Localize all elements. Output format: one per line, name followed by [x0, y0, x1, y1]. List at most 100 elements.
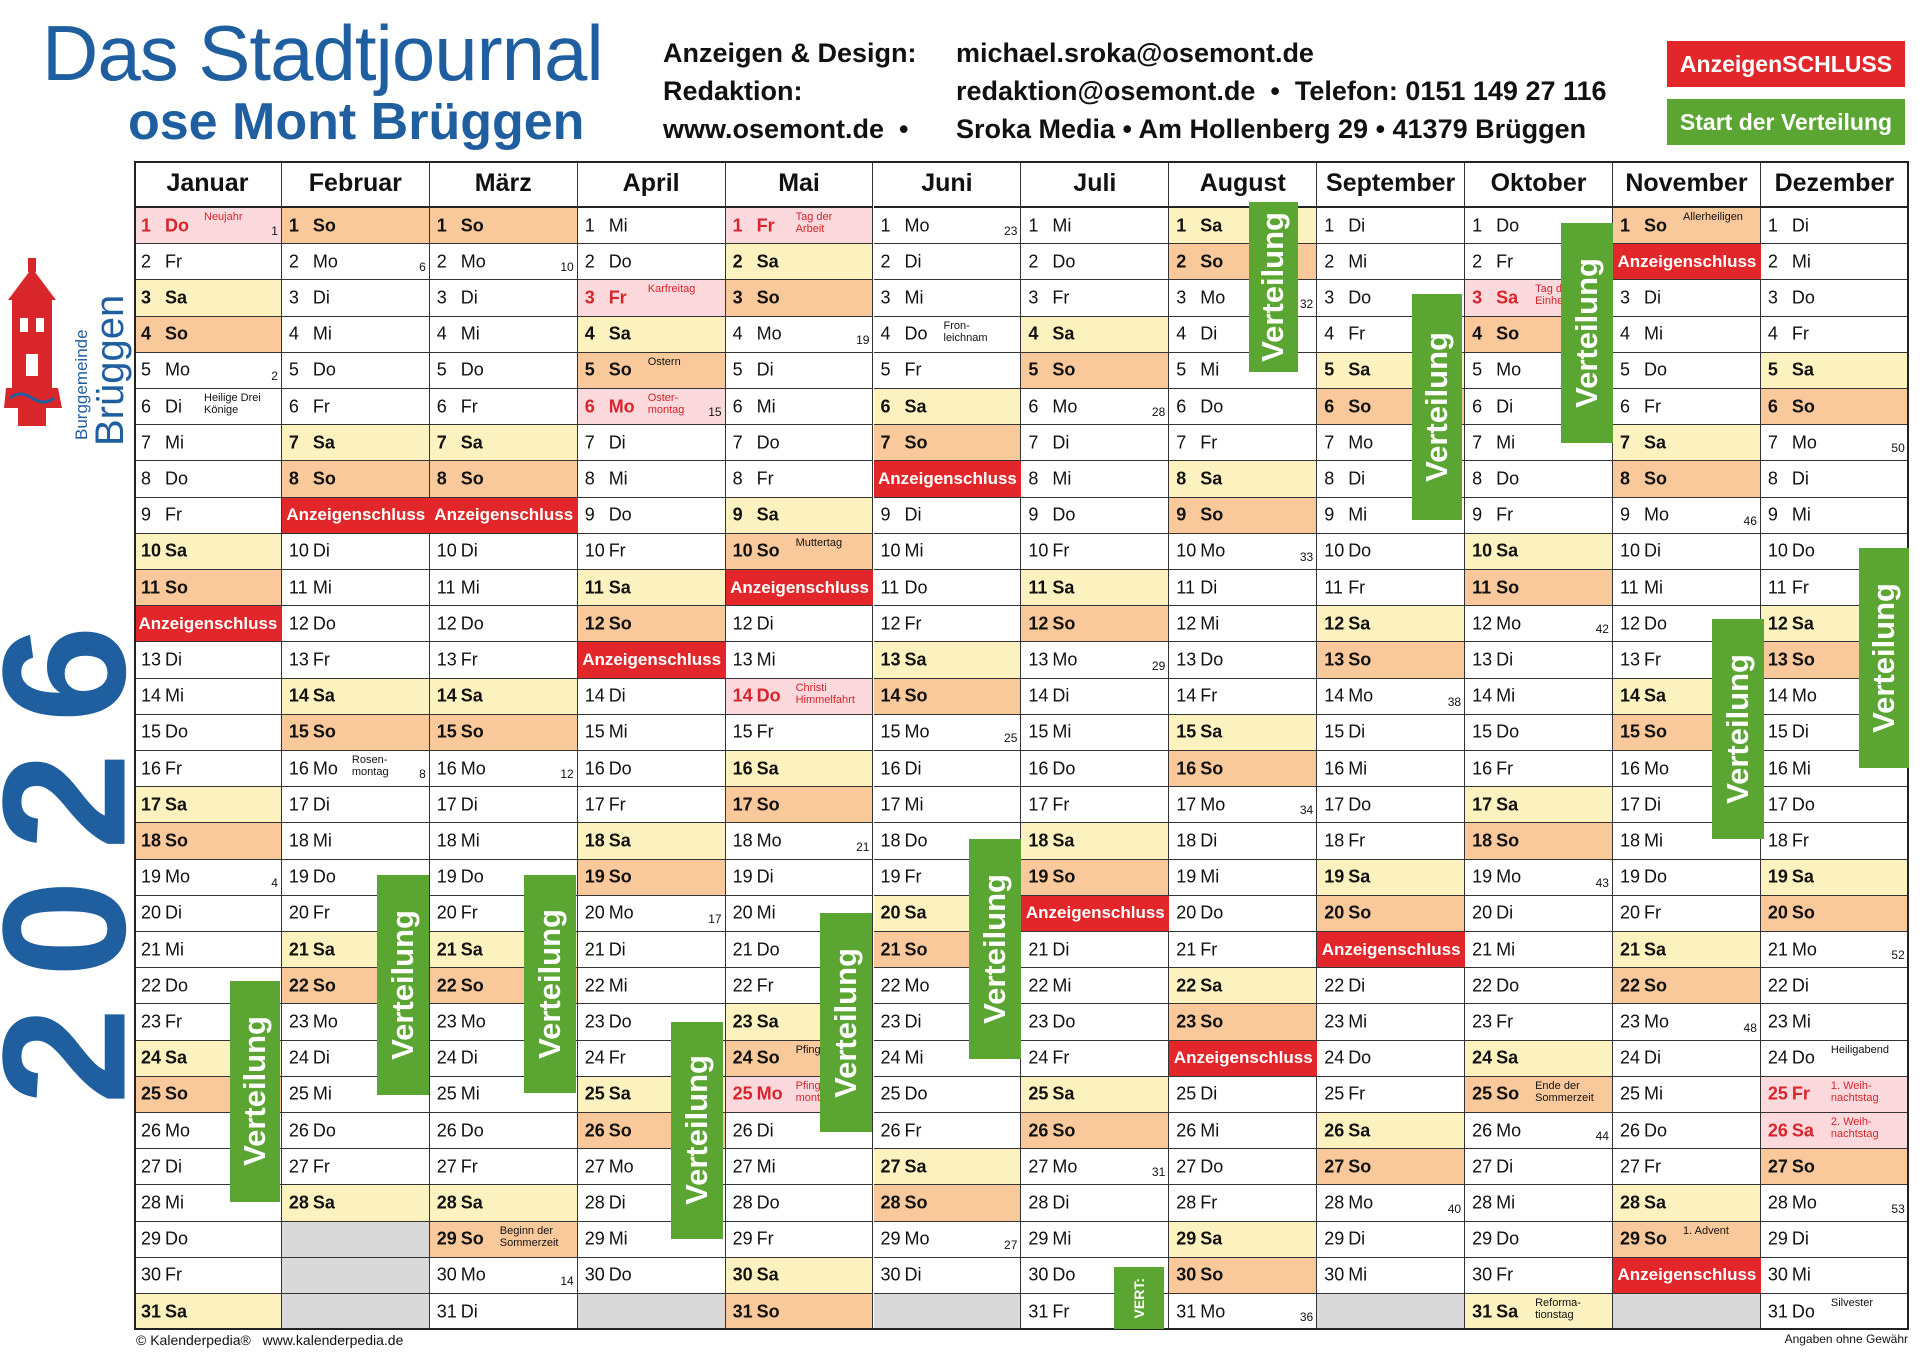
day-cell: 15 So	[281, 714, 430, 751]
day-cell: 2 Di	[873, 244, 1022, 281]
weekday: Sa	[460, 939, 483, 960]
day-number: 12	[1767, 613, 1788, 634]
day-cell: 15 Fr	[725, 714, 874, 751]
day-number: 15	[141, 721, 162, 742]
week-number: 17	[708, 911, 722, 926]
day-number: 21	[1176, 939, 1197, 960]
day-number: 20	[732, 902, 753, 923]
day-number: 2	[141, 251, 152, 272]
day-cell: 31 Do Silvester	[1760, 1294, 1909, 1331]
month-header: Dezember	[1760, 161, 1909, 208]
weekday: Fr	[1644, 649, 1661, 670]
day-number: 12	[584, 613, 605, 634]
weekday: Mo	[1644, 758, 1670, 779]
weekday: Di	[312, 287, 330, 308]
empty-cell	[281, 1257, 430, 1294]
day-cell: 28 Mo 40	[1317, 1185, 1466, 1222]
day-cell: 16 Mo Rosen- montag 8	[281, 751, 430, 788]
day-number: 29	[1620, 1228, 1641, 1249]
day-cell: 9 Mi	[1760, 497, 1909, 534]
weekday: Do	[1791, 1047, 1815, 1068]
day-number: 24	[288, 1047, 309, 1068]
day-cell: 26 So	[577, 1113, 726, 1150]
weekday: Sa	[165, 794, 188, 815]
day-cell: 16 Do	[1021, 751, 1170, 788]
day-cell: 2 Mo 6	[281, 244, 430, 281]
weekday: Do	[1052, 504, 1076, 525]
weekday: Do	[1200, 902, 1224, 923]
weekday: Do	[1496, 721, 1520, 742]
weekday: Mo	[1496, 613, 1522, 634]
day-number: 30	[1324, 1264, 1345, 1285]
empty-cell	[1317, 1294, 1466, 1331]
weekday: Do	[1496, 1228, 1520, 1249]
weekday: Di	[165, 902, 182, 923]
weekday: Sa	[1200, 215, 1223, 236]
day-number: 31	[1176, 1301, 1197, 1322]
day-cell: 30 Do	[577, 1257, 726, 1294]
day-cell: 12 Mi	[1169, 606, 1318, 643]
empty-cell	[873, 1294, 1022, 1331]
weekday: So	[904, 1192, 928, 1213]
day-cell: 20 Fr	[1613, 895, 1761, 932]
holiday-note: Beginn der Sommerzeit	[499, 1224, 559, 1249]
day-number: 21	[141, 939, 162, 960]
distribution-bar: Verteilung	[1859, 547, 1909, 768]
day-number: 22	[1767, 975, 1788, 996]
weekday: Fr	[460, 1156, 478, 1177]
day-cell: 10 Mo 33	[1169, 533, 1318, 570]
day-number: 9	[732, 504, 743, 525]
week-number: 28	[1151, 405, 1166, 420]
distribution-text: VERT:	[1130, 1277, 1147, 1319]
week-number: 29	[1151, 658, 1166, 673]
day-number: 4	[436, 323, 447, 344]
weekday: Di	[608, 432, 626, 453]
day-cell: 11 Sa	[1021, 570, 1170, 607]
day-cell: 22 Di	[1317, 968, 1466, 1005]
day-number: 22	[436, 975, 457, 996]
weekday: Sa	[608, 1083, 631, 1104]
day-number: 2	[880, 251, 891, 272]
month-header: Juni	[873, 161, 1022, 208]
weekday: Mo	[1644, 504, 1670, 525]
day-number: 23	[1620, 1011, 1641, 1032]
day-cell: 21 Di	[1021, 932, 1170, 969]
weekday: So	[1496, 1083, 1520, 1104]
day-number: 3	[584, 287, 595, 308]
day-cell: 3 Do	[1760, 280, 1909, 317]
weekday: Mi	[460, 323, 480, 344]
day-cell: 27 So	[1317, 1149, 1466, 1186]
day-cell: 1 Mi	[577, 208, 726, 245]
day-cell: 14 Mi	[134, 678, 282, 715]
day-cell: 6 Fr	[429, 389, 578, 426]
day-cell: 29 Mi	[577, 1221, 726, 1258]
weekday: Do	[460, 866, 484, 887]
day-number: 11	[1767, 577, 1787, 598]
day-number: 5	[880, 359, 891, 380]
weekday: Di	[312, 1047, 330, 1068]
weekday: So	[1200, 1011, 1224, 1032]
weekday: Di	[1791, 468, 1809, 489]
week-number: 10	[560, 260, 574, 275]
day-number: 16	[288, 758, 309, 779]
day-number: 23	[732, 1011, 753, 1032]
day-cell: 1 Di	[1760, 208, 1909, 245]
weekday: Fr	[904, 1120, 922, 1141]
day-number: 17	[1028, 794, 1049, 815]
day-cell: 23 Fr	[1465, 1004, 1613, 1041]
weekday: Mi	[1348, 758, 1368, 779]
weekday: Fr	[904, 866, 922, 887]
day-number: 24	[880, 1047, 901, 1068]
weekday: Do	[608, 251, 632, 272]
day-number: 20	[141, 902, 162, 923]
week-number: 15	[708, 405, 722, 420]
weekday: So	[460, 721, 484, 742]
day-number: 10	[436, 540, 457, 561]
day-cell: 10 Fr	[1021, 533, 1170, 570]
day-number: 14	[288, 685, 309, 706]
weekday: So	[460, 215, 484, 236]
weekday: Di	[1052, 939, 1070, 960]
day-cell: 3 Mi	[873, 280, 1022, 317]
day-number: 13	[436, 649, 457, 670]
day-number: 17	[732, 794, 753, 815]
